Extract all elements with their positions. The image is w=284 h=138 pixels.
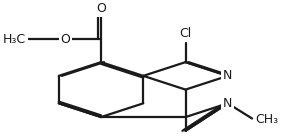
Text: O: O [60, 33, 70, 46]
Text: CH₃: CH₃ [255, 113, 278, 126]
Text: Cl: Cl [179, 27, 192, 40]
Text: N: N [223, 97, 233, 110]
Text: O: O [97, 2, 106, 15]
Text: N: N [223, 69, 233, 82]
Text: H₃C: H₃C [3, 33, 26, 46]
